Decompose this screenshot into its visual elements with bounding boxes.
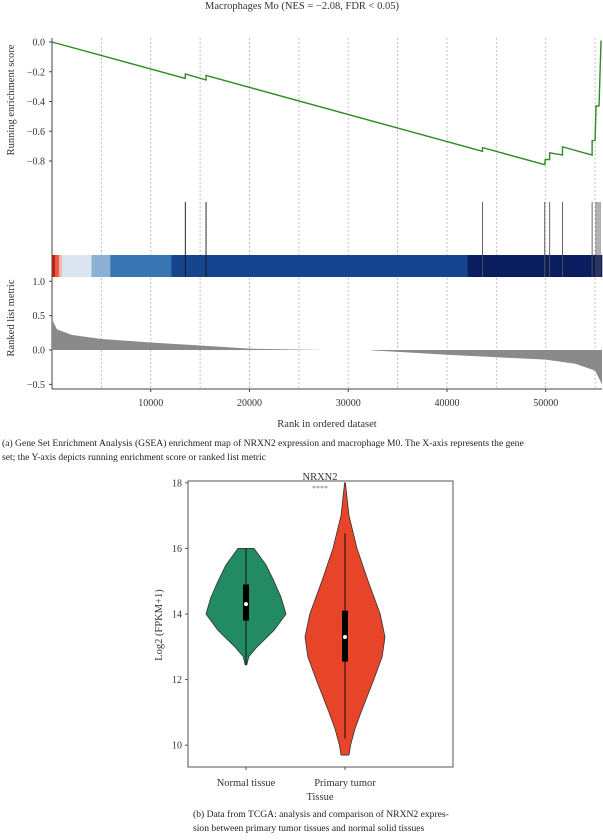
x-tick-label: Normal tissue [217,778,276,789]
y-tick-label: 12 [172,675,182,686]
color-bar-segment [52,255,56,277]
es-y-tick-label: 0.0 [33,38,46,49]
median-point [244,602,248,607]
gsea-title: Macrophages Mo (NES = −2.08, FDR < 0.05) [205,1,399,12]
x-tick-label: Primary tumor [314,778,376,789]
es-y-tick-label: −0.6 [27,127,45,138]
color-bar-segment [467,255,603,277]
significance-label: **** [312,484,328,493]
x-tick-label: 50000 [533,398,558,409]
es-ylabel: Running enrichment score [6,44,17,155]
y-tick-label: 18 [172,478,182,489]
caption-a-line2: set; the Y-axis depicts running enrichme… [2,452,266,463]
caption-a-line1: (a) Gene Set Enrichment Analysis (GSEA) … [2,438,524,449]
ranked-y-tick-label: 0.5 [33,311,46,322]
es-y-tick-label: −0.2 [27,67,45,78]
y-tick-label: 10 [172,741,182,752]
color-bar-segment [54,255,60,277]
ranked-y-tick-label: 0.0 [33,346,46,357]
ranked-y-tick-label: −0.5 [27,380,45,391]
es-y-tick-label: −0.4 [27,97,45,108]
plot-frame [187,480,454,768]
x-tick-label: 40000 [434,398,459,409]
color-bar-segment [58,255,63,277]
caption-b-line1: (b) Data from TCGA: analysis and compari… [193,809,449,820]
x-tick-label: 20000 [237,398,262,409]
color-bar-segment [91,255,111,277]
violin-xlabel: Tissue [306,792,333,803]
violin-ylabel: Log2 (FPKM+1) [154,589,165,661]
ranked-metric-negative [370,350,602,385]
es-y-tick-label: −0.8 [27,157,45,168]
ranked-ylabel: Ranked list metric [6,279,17,356]
caption-b-line2: sion between primary tumor tissues and n… [193,823,425,834]
color-bar-segment [110,255,172,277]
violin-title: NRXN2 [302,472,337,483]
violin-plot: NRXN2 **** Log2 (FPKM+1) Tissue 10 12 14 16… [154,472,454,803]
color-bar-segment [61,255,92,277]
gsea-xlabel: Rank in ordered dataset [277,419,377,430]
x-tick-label: 10000 [138,398,163,409]
y-tick-label: 16 [172,544,182,555]
ranked-y-tick-label: 1.0 [33,277,46,288]
y-tick-label: 14 [172,610,182,621]
gsea-plot: Macrophages Mo (NES = −2.08, FDR < 0.05)… [6,1,603,430]
median-point [343,634,347,639]
ranked-metric-positive [52,319,324,350]
enrichment-score-line [51,40,602,166]
x-tick-label: 30000 [336,398,361,409]
color-bar-segment [171,255,469,277]
